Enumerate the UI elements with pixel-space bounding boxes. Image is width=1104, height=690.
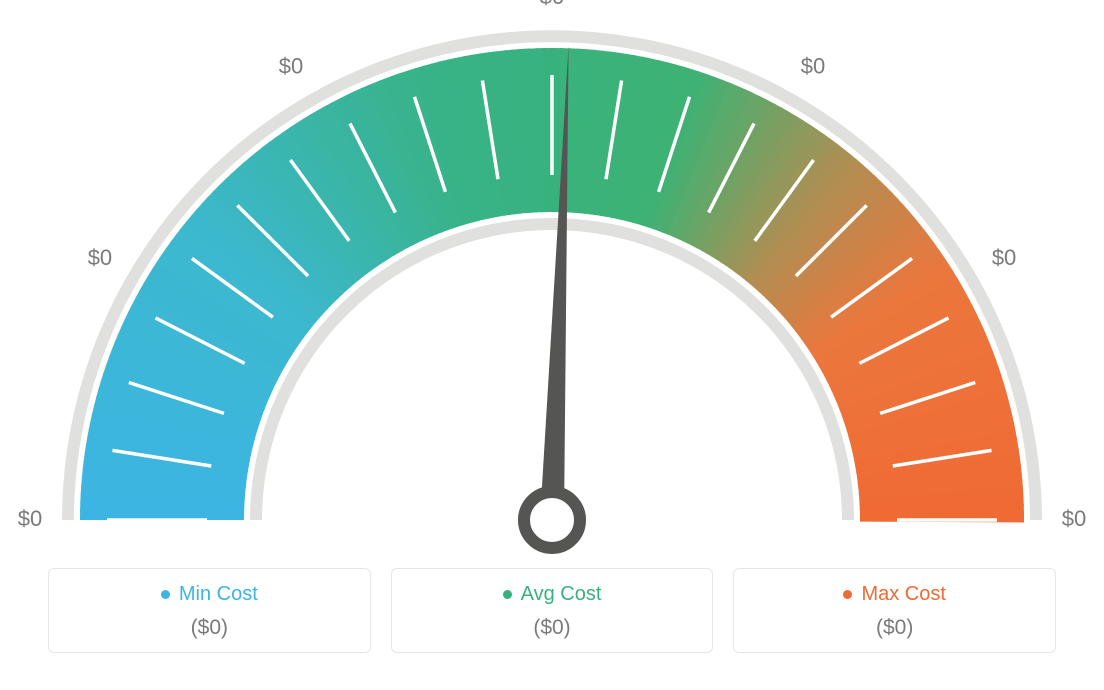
- legend-value-max: ($0): [744, 616, 1045, 640]
- legend-card-min: Min Cost ($0): [48, 568, 371, 653]
- svg-text:$0: $0: [88, 245, 112, 270]
- svg-text:$0: $0: [992, 245, 1016, 270]
- legend-text-max: Max Cost: [861, 583, 945, 606]
- legend-label-max: Max Cost: [843, 583, 945, 606]
- legend-dot-min: [161, 590, 170, 599]
- legend-card-max: Max Cost ($0): [733, 568, 1056, 653]
- svg-text:$0: $0: [1062, 506, 1086, 531]
- gauge-svg: $0 $0 $0 $0 $0 $0 $0: [0, 0, 1104, 560]
- legend-text-avg: Avg Cost: [521, 583, 602, 606]
- legend-text-min: Min Cost: [179, 583, 258, 606]
- legend-row: Min Cost ($0) Avg Cost ($0) Max Cost ($0…: [0, 568, 1104, 653]
- svg-text:$0: $0: [801, 54, 825, 79]
- legend-dot-avg: [503, 590, 512, 599]
- gauge-area: $0 $0 $0 $0 $0 $0 $0: [0, 0, 1104, 560]
- legend-label-avg: Avg Cost: [503, 583, 602, 606]
- svg-text:$0: $0: [18, 506, 42, 531]
- legend-value-min: ($0): [59, 616, 360, 640]
- legend-value-avg: ($0): [402, 616, 703, 640]
- cost-gauge-chart: $0 $0 $0 $0 $0 $0 $0 Min Cost ($0) Avg Cost ($…: [0, 0, 1104, 690]
- legend-dot-max: [843, 590, 852, 599]
- svg-text:$0: $0: [540, 0, 564, 9]
- svg-text:$0: $0: [279, 54, 303, 79]
- legend-label-min: Min Cost: [161, 583, 258, 606]
- legend-card-avg: Avg Cost ($0): [391, 568, 714, 653]
